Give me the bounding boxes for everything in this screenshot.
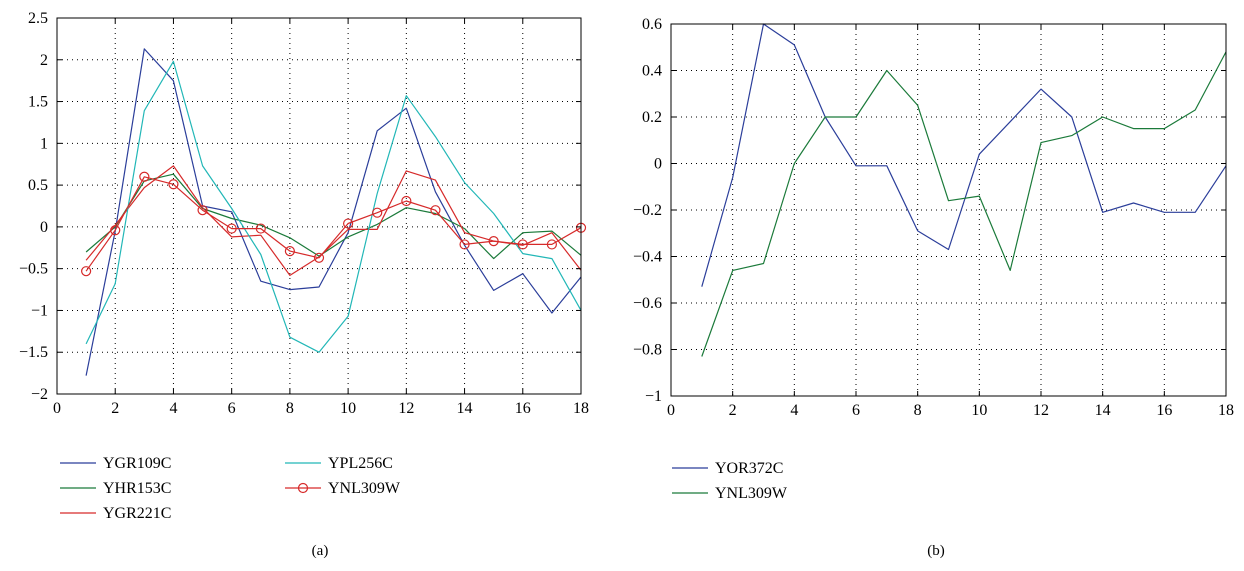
y-tick-label: 0 bbox=[654, 156, 662, 173]
legend-label-YOR372C: YOR372C bbox=[715, 460, 783, 477]
x-tick-label: 18 bbox=[1218, 402, 1234, 419]
series-line-YGR109C bbox=[85, 48, 582, 376]
x-tick-label: 12 bbox=[398, 400, 414, 417]
legend-label-YHR153C: YHR153C bbox=[103, 480, 171, 497]
data-point-YNL309W bbox=[110, 225, 121, 236]
panel-caption: (b) bbox=[927, 543, 945, 559]
y-tick-label: −0.2 bbox=[633, 202, 662, 219]
y-tick-label: 1.5 bbox=[28, 94, 48, 111]
y-tick-label: −0.6 bbox=[633, 295, 662, 312]
y-tick-label: −1 bbox=[645, 388, 662, 405]
data-point-YNL309W bbox=[401, 195, 412, 207]
series-line-YHR153C bbox=[85, 173, 582, 260]
y-tick-label: −0.5 bbox=[19, 261, 48, 278]
chart-panel-a: 0 2 4 6 8 10 12 14 16 18 −2 −1.5 −1 −0.5 0 0.5 1 1.5 2 2.5 Y… bbox=[19, 10, 589, 559]
data-point-YNL309W bbox=[430, 205, 441, 216]
x-tick-label: 18 bbox=[573, 400, 589, 417]
y-tick-label: 2 bbox=[40, 52, 48, 69]
x-tick-label: 0 bbox=[53, 400, 61, 417]
series-line-YPL256C bbox=[85, 60, 582, 353]
legend-label-YPL256C: YPL256C bbox=[328, 455, 393, 472]
data-point-YNL309W bbox=[168, 179, 179, 190]
x-tick-label: 10 bbox=[340, 400, 356, 417]
y-tick-label: 1 bbox=[40, 135, 48, 152]
legend-marker-YNL309W bbox=[297, 482, 309, 494]
y-tick-label: 0.2 bbox=[642, 109, 662, 126]
y-tick-label: −2 bbox=[31, 386, 48, 403]
series-line-YNL309W bbox=[85, 176, 582, 272]
legend-label-YGR221C: YGR221C bbox=[103, 505, 171, 522]
y-tick-label: 2.5 bbox=[28, 10, 48, 27]
x-tick-label: 16 bbox=[515, 400, 531, 417]
legend-label-YNL309W: YNL309W bbox=[328, 480, 401, 497]
data-point-YNL309W bbox=[226, 223, 237, 234]
data-point-YNL309W bbox=[372, 207, 383, 218]
x-tick-label: 4 bbox=[169, 400, 177, 417]
x-tick-label: 12 bbox=[1033, 402, 1049, 419]
y-tick-label: 0.4 bbox=[642, 63, 662, 80]
plot-frame bbox=[670, 23, 1227, 397]
x-tick-label: 14 bbox=[457, 400, 473, 417]
x-tick-label: 16 bbox=[1156, 402, 1172, 419]
data-point-YNL309W bbox=[343, 218, 354, 229]
data-point-YNL309W bbox=[488, 235, 499, 247]
legend-label-YNL309W: YNL309W bbox=[715, 485, 788, 502]
data-point-YNL309W bbox=[284, 246, 295, 257]
legend-label-YGR109C: YGR109C bbox=[103, 455, 171, 472]
x-tick-label: 2 bbox=[729, 402, 737, 419]
x-tick-label: 4 bbox=[790, 402, 798, 419]
y-tick-label: −0.8 bbox=[633, 342, 662, 359]
y-tick-label: 0.5 bbox=[28, 177, 48, 194]
x-tick-label: 6 bbox=[228, 400, 236, 417]
data-point-YNL309W bbox=[197, 205, 208, 216]
x-tick-label: 14 bbox=[1095, 402, 1111, 419]
x-tick-label: 6 bbox=[852, 402, 860, 419]
y-tick-label: −1.5 bbox=[19, 344, 48, 361]
series-line-YNL309W bbox=[701, 51, 1227, 357]
chart-panel-b: 0 2 4 6 8 10 12 14 16 18 −1 −0.8 −0.6 −0.4 −0.2 0 0.2 0.4… bbox=[633, 16, 1234, 559]
x-tick-label: 8 bbox=[286, 400, 294, 417]
x-tick-label: 10 bbox=[971, 402, 987, 419]
plot-frame bbox=[56, 17, 582, 395]
data-point-YNL309W bbox=[255, 223, 266, 234]
data-point-YNL309W bbox=[81, 266, 92, 277]
y-tick-label: 0.6 bbox=[642, 16, 662, 33]
x-tick-label: 0 bbox=[667, 402, 675, 419]
panel-caption: (a) bbox=[312, 543, 329, 559]
data-point-YNL309W bbox=[517, 239, 528, 250]
y-tick-label: −0.4 bbox=[633, 249, 662, 266]
data-point-YNL309W bbox=[139, 171, 150, 182]
data-point-YNL309W bbox=[546, 239, 557, 250]
series-line-YOR372C bbox=[701, 23, 1227, 287]
data-point-YNL309W bbox=[459, 239, 470, 250]
data-point-YNL309W bbox=[313, 252, 325, 263]
x-tick-label: 8 bbox=[914, 402, 922, 419]
y-tick-label: 0 bbox=[40, 219, 48, 236]
y-tick-label: −1 bbox=[31, 302, 48, 319]
x-tick-label: 2 bbox=[111, 400, 119, 417]
